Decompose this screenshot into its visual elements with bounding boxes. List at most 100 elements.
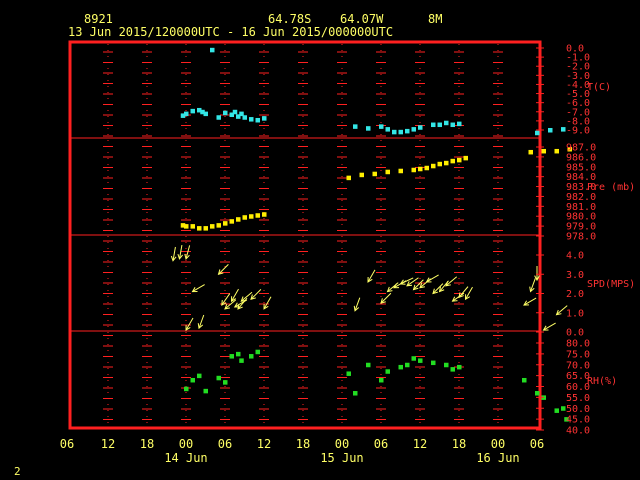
wind-head <box>224 304 231 310</box>
axis-tick-label: -6.0 <box>566 98 590 109</box>
wind-head <box>412 284 419 291</box>
pressure-point <box>346 175 351 181</box>
wind-shaft <box>413 279 424 291</box>
date-label: 15 Jun <box>320 451 363 465</box>
wind-head <box>399 279 406 285</box>
wind-arrow <box>221 293 231 306</box>
wind-arrow <box>224 299 237 310</box>
pressure-point <box>242 215 247 220</box>
wind-series <box>170 244 568 331</box>
axis-tick-label: 979.0 <box>566 222 596 233</box>
wind-head <box>170 255 177 262</box>
axis-tick-label: 987.0 <box>566 143 596 154</box>
wind-head <box>464 294 471 301</box>
temperature-point <box>450 122 455 128</box>
temperature-point <box>457 121 462 127</box>
wind-arrow <box>184 245 191 260</box>
temperature-point <box>385 127 390 132</box>
humidity-point <box>190 377 195 383</box>
temperature-point <box>437 122 442 128</box>
wind-head <box>458 292 464 299</box>
wind-arrow <box>523 297 537 306</box>
temperature-series <box>180 47 566 136</box>
axis-tick-label: -9.0 <box>566 126 590 137</box>
humidity-point <box>405 362 410 368</box>
temperature-point <box>232 109 238 115</box>
axis-title: T(C) <box>587 82 611 93</box>
wind-shaft <box>231 288 239 302</box>
wind-head <box>529 286 535 293</box>
wind-shaft <box>240 291 253 302</box>
axis-tick-label: -5.0 <box>566 89 590 100</box>
temperature-point <box>236 114 241 119</box>
temperature-point <box>431 122 436 128</box>
temperature-point <box>366 126 371 131</box>
wind-head <box>534 275 540 282</box>
wind-head <box>237 303 243 310</box>
axis-tick-label: 980.0 <box>566 212 596 223</box>
pressure-point <box>255 213 260 218</box>
wind-arrow <box>451 292 465 302</box>
wind-shaft <box>530 278 536 292</box>
axis-tick-label: 1.0 <box>566 308 584 319</box>
pressure-point <box>190 224 195 229</box>
latitude: 64.78S <box>268 12 311 26</box>
axis-tick-label: 978.0 <box>566 232 596 243</box>
pressure-point <box>424 165 429 171</box>
pressure-series <box>180 146 572 231</box>
pressure-point <box>554 148 559 154</box>
axis-title: SPD(MPS) <box>587 279 635 290</box>
wind-arrow <box>191 284 205 293</box>
temperature-point <box>353 124 358 129</box>
pressure-point <box>210 224 215 229</box>
pressure-point <box>180 223 186 228</box>
temperature-point <box>379 124 384 129</box>
temperature-point <box>200 109 205 115</box>
wind-shaft <box>400 277 414 285</box>
wind-shaft <box>458 286 469 298</box>
temperature-point <box>216 115 221 120</box>
station-id: 8921 <box>84 12 113 26</box>
page-number: 2 <box>14 465 21 478</box>
hour-label: 18 <box>140 437 154 451</box>
humidity-point <box>431 360 436 366</box>
humidity-point <box>564 417 569 422</box>
wind-shaft <box>445 276 458 287</box>
humidity-point <box>346 371 351 376</box>
wind-head <box>185 325 191 331</box>
wind-arrow <box>185 317 194 331</box>
temperature-point <box>411 127 416 132</box>
hour-label: 12 <box>413 437 427 451</box>
pressure-point <box>385 169 390 175</box>
axis-tick-label: 0.0 <box>566 328 584 339</box>
wind-head <box>367 276 373 283</box>
axis-tick-label: 65.0 <box>566 371 590 382</box>
wind-arrow <box>380 292 392 304</box>
wind-arrow <box>197 314 205 330</box>
pressure-point <box>411 167 416 173</box>
pressure-point <box>216 223 221 228</box>
humidity-series <box>184 349 569 422</box>
humidity-point <box>444 362 449 368</box>
humidity-point <box>554 408 559 413</box>
date-label: 16 Jun <box>476 451 519 465</box>
temperature-point <box>398 129 403 135</box>
wind-shaft <box>218 263 229 275</box>
time-axis: 06 12 18 00 06 12 18 00 06 12 18 00 06 14 Jun 15 Jun 16… <box>60 437 544 465</box>
wind-head <box>240 296 247 302</box>
axis-tick-label: 70.0 <box>566 360 590 371</box>
wind-shaft <box>354 297 361 311</box>
wind-shaft <box>523 297 537 306</box>
pressure-point <box>372 171 377 177</box>
wind-shaft <box>263 296 272 310</box>
temperature-point <box>203 111 208 117</box>
wind-shaft <box>172 246 176 261</box>
wind-shaft <box>250 289 262 300</box>
wind-shaft <box>556 305 568 316</box>
wind-arrow <box>177 244 184 260</box>
wind-shaft <box>452 292 465 302</box>
temperature-point <box>444 120 449 126</box>
temperature-point <box>223 110 228 116</box>
hour-label: 06 <box>60 437 74 451</box>
plot-frame <box>68 40 542 430</box>
